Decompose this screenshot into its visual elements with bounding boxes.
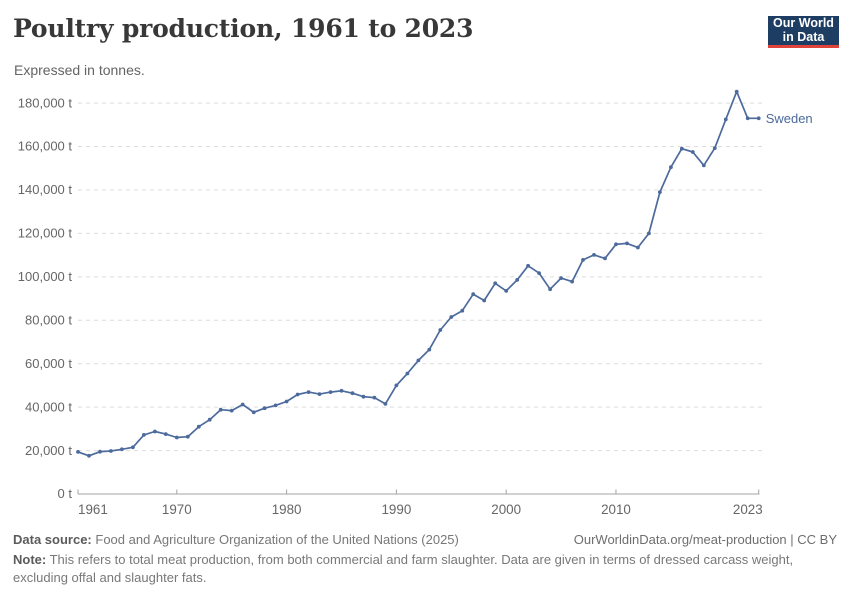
x-axis-tick-label: 2023 xyxy=(733,502,763,517)
data-point-marker xyxy=(98,449,102,454)
data-point-marker xyxy=(262,406,267,411)
data-point-marker xyxy=(745,116,750,121)
data-point-marker xyxy=(701,163,706,168)
data-point-marker xyxy=(87,453,91,458)
data-point-marker xyxy=(603,256,607,261)
data-point-marker xyxy=(131,445,135,450)
data-point-marker xyxy=(690,150,695,154)
y-axis-tick-label: 80,000 t xyxy=(25,312,72,327)
x-axis-tick-label: 2000 xyxy=(491,502,521,517)
data-point-marker xyxy=(120,447,124,452)
owid-logo[interactable]: Our World in Data xyxy=(768,16,839,48)
data-point-marker xyxy=(185,434,190,439)
y-axis-tick-label: 100,000 t xyxy=(18,269,73,284)
data-point-marker xyxy=(218,407,223,412)
x-axis-tick-label: 1990 xyxy=(381,502,411,517)
data-source-text: Food and Agriculture Organization of the… xyxy=(95,532,459,547)
data-point-marker xyxy=(570,279,574,284)
data-point-marker xyxy=(625,241,629,246)
data-point-marker xyxy=(669,165,673,170)
owid-logo-line1: Our World xyxy=(773,16,834,30)
data-point-marker xyxy=(109,449,113,453)
data-point-marker xyxy=(493,281,498,286)
data-point-marker xyxy=(647,231,651,236)
data-point-marker xyxy=(537,271,541,275)
data-source: Data source: Food and Agriculture Organi… xyxy=(13,531,459,549)
data-point-marker xyxy=(416,358,421,363)
data-point-marker xyxy=(592,253,596,257)
data-point-marker xyxy=(756,116,761,121)
data-point-marker xyxy=(153,429,157,434)
data-point-marker xyxy=(174,435,179,440)
data-point-marker xyxy=(142,433,146,437)
data-point-marker xyxy=(734,89,739,94)
x-axis-tick-label: 1961 xyxy=(78,502,108,517)
chart-subtitle: Expressed in tonnes. xyxy=(14,62,145,78)
x-axis-tick-label: 1980 xyxy=(272,502,302,517)
data-point-marker xyxy=(449,315,454,319)
y-axis-tick-label: 140,000 t xyxy=(18,182,73,197)
data-point-marker xyxy=(350,391,355,396)
entity-label-sweden[interactable]: Sweden xyxy=(766,111,813,126)
data-point-marker xyxy=(679,146,684,151)
data-point-marker xyxy=(581,258,585,262)
data-point-marker xyxy=(405,371,410,376)
y-axis-tick-label: 160,000 t xyxy=(18,139,73,154)
data-point-marker xyxy=(339,388,344,393)
footer-note-label: Note: xyxy=(13,552,47,567)
data-point-marker xyxy=(614,242,618,247)
data-point-marker xyxy=(658,190,662,195)
data-point-marker xyxy=(394,383,399,388)
data-point-marker xyxy=(712,146,717,151)
y-axis-tick-label: 0 t xyxy=(58,486,73,501)
chart-footer: Data source: Food and Agriculture Organi… xyxy=(13,531,837,587)
page-title: Poultry production, 1961 to 2023 xyxy=(13,14,474,43)
data-point-marker xyxy=(636,245,640,250)
data-point-marker xyxy=(196,424,201,429)
data-point-marker xyxy=(306,390,311,394)
data-point-marker xyxy=(515,278,520,282)
data-point-marker xyxy=(317,392,322,396)
y-axis-tick-label: 120,000 t xyxy=(18,226,73,241)
data-point-marker xyxy=(295,392,300,397)
data-source-label: Data source: xyxy=(13,532,92,547)
x-axis-tick-label: 1970 xyxy=(162,502,192,517)
data-point-marker xyxy=(229,408,234,413)
owid-canonical-link[interactable]: OurWorldinData.org/meat-production | CC … xyxy=(573,532,837,547)
data-point-marker xyxy=(76,450,80,454)
data-point-marker xyxy=(471,292,476,297)
data-point-marker xyxy=(723,117,728,122)
y-axis-tick-label: 60,000 t xyxy=(25,356,72,371)
data-point-marker xyxy=(240,402,245,407)
data-point-marker xyxy=(273,403,278,408)
y-axis-tick-label: 180,000 t xyxy=(18,95,73,110)
data-point-marker xyxy=(361,394,366,399)
y-axis-tick-label: 40,000 t xyxy=(25,399,72,414)
data-point-marker xyxy=(372,395,377,400)
data-point-marker xyxy=(251,410,256,415)
data-point-marker xyxy=(548,287,552,292)
data-point-marker xyxy=(438,328,443,332)
data-point-marker xyxy=(383,402,388,406)
y-axis-tick-label: 20,000 t xyxy=(25,443,72,458)
data-point-marker xyxy=(284,399,289,404)
footer-note-text: This refers to total meat production, fr… xyxy=(13,552,794,585)
line-chart: 0 t 20,000 t 40,000 t 60,000 t 80,000 t 100,0… xyxy=(18,89,813,517)
data-point-marker xyxy=(460,308,465,313)
data-point-marker xyxy=(482,298,487,303)
owid-logo-line2: in Data xyxy=(782,29,825,44)
data-point-marker xyxy=(163,432,168,436)
data-point-marker xyxy=(207,417,212,422)
data-point-marker xyxy=(427,347,432,352)
x-axis-tick-label: 2010 xyxy=(601,502,631,517)
data-point-marker xyxy=(504,289,509,293)
data-point-marker xyxy=(526,263,530,268)
data-point-marker xyxy=(559,276,563,280)
data-point-marker xyxy=(328,390,333,394)
footer-note: Note: This refers to total meat producti… xyxy=(13,551,837,587)
